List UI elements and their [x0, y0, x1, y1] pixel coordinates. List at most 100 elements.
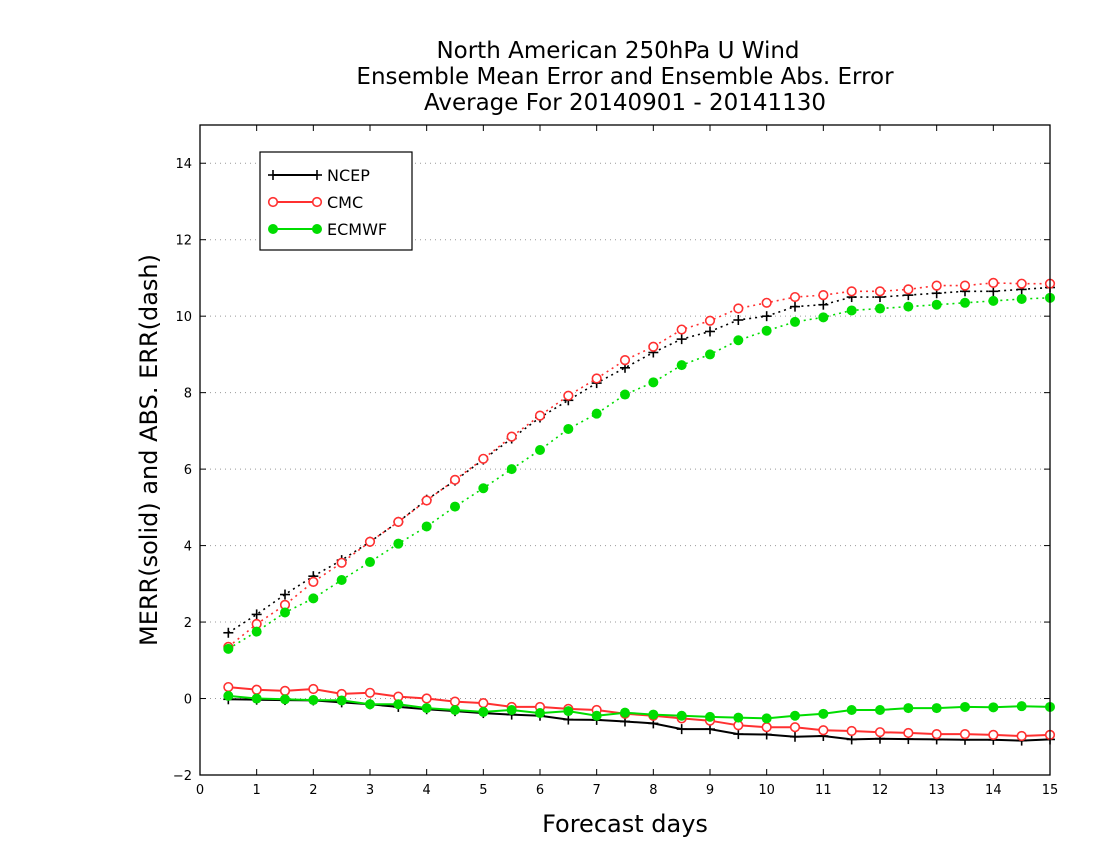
ecmwf-mean-error-point [450, 705, 460, 715]
ecmwf-mean-error-point [790, 710, 800, 721]
ecmwf-abs-error-point [875, 303, 885, 314]
cmc-abs-error-point [733, 303, 744, 314]
x-tick-label: 4 [423, 783, 431, 798]
cmc-mean-error-point [874, 727, 886, 738]
ecmwf-abs-error-point [761, 325, 772, 336]
ecmwf-abs-error-point [705, 349, 715, 360]
cmc-abs-error-point [449, 474, 461, 485]
ecmwf-mean-error-point [591, 710, 602, 721]
cmc-abs-error-point [761, 297, 772, 308]
y-tick-label: 2 [184, 616, 192, 631]
legend: NCEP CMC ECMWF [259, 151, 413, 251]
ncep-abs-error-point [705, 326, 715, 337]
x-tick-label: 1 [253, 783, 261, 798]
ncep-abs-error-point [280, 589, 290, 600]
series-ecmwf [223, 292, 1055, 724]
cmc-mean-error-point [789, 722, 801, 733]
cmc-abs-error-point [818, 290, 829, 301]
ecmwf-mean-error-point [280, 694, 290, 705]
legend-item-ecmwf: ECMWF [268, 220, 387, 239]
ecmwf-mean-error-point [308, 695, 319, 706]
ecmwf-mean-error-point [931, 703, 942, 714]
cmc-mean-error-point [308, 683, 319, 695]
ecmwf-abs-error-point [563, 423, 574, 434]
ecmwf-mean-error-point [988, 702, 999, 713]
ecmwf-mean-error-point [903, 703, 914, 714]
ecmwf-mean-error-point [676, 710, 687, 721]
cmc-abs-error-point [563, 390, 574, 401]
series-ncep [223, 282, 1055, 746]
ecmwf-abs-error-point [591, 408, 602, 419]
series-group [223, 277, 1056, 746]
ecmwf-abs-error-point [478, 483, 489, 494]
chart-title-line-3: Average For 20140901 - 20141130 [424, 90, 826, 116]
y-tick-label: −2 [173, 769, 192, 784]
legend-label-ncep: NCEP [327, 166, 370, 185]
ecmwf-mean-error-point [251, 693, 262, 704]
ecmwf-mean-error-point [620, 707, 630, 718]
ncep-abs-error-line [227, 286, 1051, 634]
x-tick-label: 0 [196, 783, 204, 798]
ecmwf-mean-error-point [223, 690, 234, 701]
ecmwf-abs-error-point [308, 593, 319, 604]
ecmwf-mean-error-point [365, 699, 375, 710]
x-tick-label: 6 [536, 783, 544, 798]
ncep-abs-error-point [223, 627, 234, 638]
ecmwf-abs-error-point [365, 557, 375, 568]
cmc-abs-error-point [846, 286, 857, 297]
cmc-abs-error-point [988, 277, 999, 289]
ecmwf-mean-error-point [761, 713, 772, 724]
ecmwf-mean-error-point [393, 699, 404, 710]
ncep-abs-error-point [790, 301, 800, 312]
x-tick-label: 11 [815, 783, 832, 798]
ncep-abs-error-point [251, 609, 262, 620]
chart-title-line-2: Ensemble Mean Error and Ensemble Abs. Er… [356, 64, 894, 90]
cmc-mean-error-point [903, 727, 914, 739]
ecmwf-mean-error-point [818, 708, 829, 719]
ecmwf-abs-error-point [676, 360, 687, 371]
ncep-abs-error-point [818, 299, 829, 310]
ecmwf-mean-error-point [336, 695, 347, 706]
x-tick-label: 5 [479, 783, 487, 798]
cmc-abs-error-point [308, 576, 319, 588]
cmc-abs-error-point [336, 557, 347, 568]
x-axis-title: Forecast days [542, 810, 708, 838]
ecmwf-abs-error-point [790, 316, 800, 327]
ecmwf-abs-error-point [393, 538, 404, 549]
legend-marker [268, 224, 278, 234]
cmc-abs-error-point [1016, 278, 1027, 289]
y-tick-label: 8 [184, 387, 192, 402]
ecmwf-mean-error-point [506, 705, 517, 715]
legend-marker [312, 224, 322, 234]
legend-marker [311, 196, 323, 208]
ecmwf-mean-error-point [563, 706, 574, 717]
ecmwf-abs-error-point [846, 305, 857, 316]
plot-area-frame [199, 124, 1051, 776]
ecmwf-mean-error-point [960, 701, 970, 712]
ecmwf-mean-error-point [846, 705, 857, 715]
legend-marker [267, 196, 279, 208]
cmc-mean-error-point [818, 725, 829, 736]
x-tick-label: 8 [649, 783, 657, 798]
cmc-abs-error-point [393, 516, 404, 527]
legend-label-cmc: CMC [327, 193, 363, 212]
x-tick-label: 12 [872, 783, 889, 798]
ecmwf-mean-error-point [478, 706, 489, 717]
cmc-abs-error-point [506, 431, 517, 442]
chart-title: North American 250hPa U Wind Ensemble Me… [356, 38, 894, 116]
cmc-mean-error-point [761, 722, 772, 733]
ecmwf-abs-error-point [931, 299, 942, 310]
cmc-abs-error-point [931, 280, 942, 291]
y-tick-label: 10 [175, 310, 192, 325]
cmc-abs-error-point [534, 410, 546, 421]
ecmwf-abs-error-point [988, 295, 999, 306]
ncep-mean-error-point [790, 731, 800, 742]
ecmwf-abs-error-point [506, 464, 517, 475]
x-tick-label: 3 [366, 783, 374, 798]
ecmwf-mean-error-point [421, 703, 432, 714]
ecmwf-mean-error-point [705, 711, 715, 722]
ecmwf-mean-error-point [648, 709, 659, 720]
cmc-mean-error-point [478, 698, 489, 709]
y-tick-label: 0 [184, 693, 192, 708]
chart-title-line-1: North American 250hPa U Wind [436, 38, 799, 64]
